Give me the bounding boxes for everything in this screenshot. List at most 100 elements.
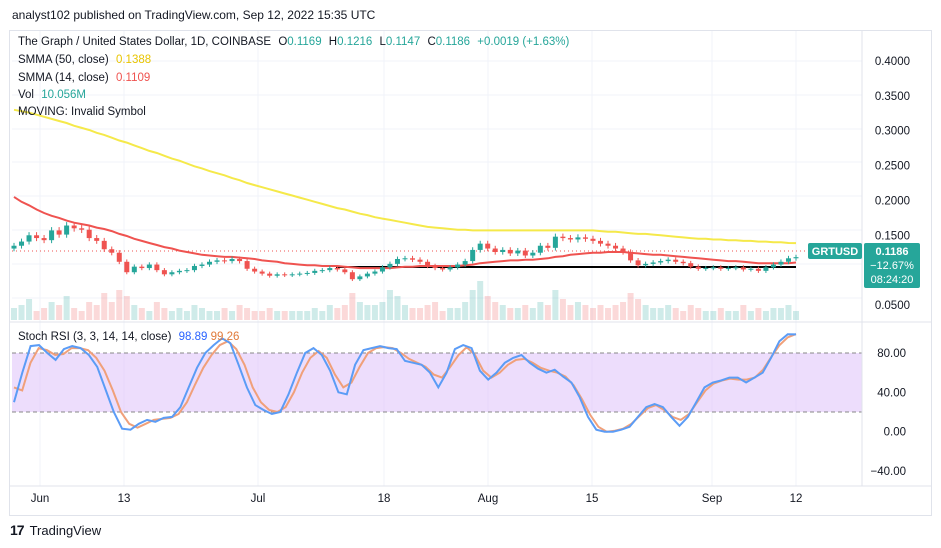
candle-body — [349, 272, 355, 280]
volume-bar — [672, 308, 679, 320]
tradingview-logo[interactable]: 17 TradingView — [10, 522, 101, 538]
volume-bars — [11, 281, 799, 320]
candle-body — [402, 258, 408, 260]
volume-bar — [319, 311, 326, 320]
volume-bar — [514, 308, 521, 320]
volume-bar — [244, 308, 251, 320]
volume-bar — [499, 305, 506, 320]
volume-bar — [86, 302, 93, 320]
publish-info: analyst102 published on TradingView.com,… — [12, 8, 376, 22]
candle-body — [244, 261, 250, 269]
stoch-k-line — [13, 333, 797, 433]
legend-high: 0.1216 — [337, 36, 373, 48]
candle-body — [342, 269, 348, 273]
candle-body — [552, 236, 558, 248]
volume-bar — [394, 296, 401, 320]
volume-bar — [755, 308, 762, 320]
volume-bar — [447, 308, 454, 320]
time-tick-label: 18 — [378, 493, 391, 505]
candle-body — [191, 265, 197, 271]
candle-body — [207, 261, 212, 265]
candle-body — [169, 272, 175, 275]
candle-body — [222, 260, 228, 262]
candle-body — [319, 270, 325, 272]
candle-body — [372, 271, 378, 274]
candle-body — [86, 229, 92, 239]
volume-bar — [642, 305, 649, 320]
legend-c-label: C — [427, 36, 436, 48]
candle-body — [387, 263, 393, 268]
volume-bar — [101, 293, 108, 320]
candle-body — [545, 245, 551, 248]
price-tick-label: 0.3500 — [875, 91, 910, 103]
candle-body — [440, 268, 446, 270]
volume-bar — [717, 308, 724, 320]
volume-bar — [589, 308, 596, 320]
price-tag-countdown: 08:24:20 — [871, 274, 914, 286]
volume-bar — [747, 311, 754, 320]
volume-bar — [153, 302, 160, 320]
price-tag[interactable]: GRTUSD 0.1186 −12.67% 08:24:20 — [808, 243, 920, 288]
candle-body — [199, 264, 205, 266]
candle-body — [522, 250, 528, 256]
volume-bar — [11, 308, 17, 320]
candle-body — [665, 259, 671, 262]
volume-bar — [793, 311, 799, 320]
volume-bar — [251, 311, 258, 320]
volume-bar — [469, 290, 476, 320]
legend-l-label: L — [379, 36, 386, 48]
candle-body — [297, 273, 303, 275]
candle-body — [19, 241, 25, 246]
candle-body — [733, 267, 739, 269]
candle-body — [755, 268, 761, 271]
volume-bar — [522, 305, 529, 320]
candle-body — [530, 252, 536, 256]
volume-bar — [454, 308, 461, 320]
legend-smma50-label: SMMA (50, close) — [18, 54, 109, 66]
volume-bar — [544, 305, 551, 320]
legend-open: 0.1169 — [287, 36, 322, 48]
candle-body — [628, 252, 634, 261]
grid-lines — [12, 31, 862, 486]
time-tick-label: Jun — [31, 493, 50, 505]
volume-bar — [552, 290, 559, 320]
volume-bar — [417, 308, 424, 320]
candle-body — [64, 225, 70, 235]
time-tick-label: 13 — [118, 493, 131, 505]
candle-body — [184, 270, 190, 272]
legend-vol-row: Vol 10.056M — [18, 89, 90, 101]
volume-bar — [777, 308, 784, 320]
stoch-tick-label: 80.00 — [877, 348, 906, 360]
legend-smma14-value: 0.1109 — [115, 72, 151, 84]
volume-bar — [364, 305, 371, 320]
candle-body — [575, 237, 581, 240]
price-tag-change: −12.67% — [870, 260, 914, 272]
volume-bar — [56, 305, 63, 320]
candle-body — [214, 260, 220, 262]
volume-bar — [71, 308, 78, 320]
candle-body — [394, 258, 400, 264]
legend-stoch-k: 98.89 — [178, 331, 208, 343]
volume-bar — [740, 305, 747, 320]
volume-bar — [161, 308, 168, 320]
candle-body — [485, 243, 491, 249]
volume-bar — [627, 293, 634, 320]
volume-bar — [574, 302, 581, 320]
legend-change: +0.0019 (+1.63%) — [477, 36, 570, 48]
volume-bar — [236, 305, 243, 320]
volume-bar — [206, 311, 213, 320]
candle-body — [500, 249, 506, 253]
legend-close: 0.1186 — [435, 36, 471, 48]
tradingview-logo-icon: 17 — [10, 522, 25, 538]
candle-body — [725, 268, 731, 270]
candle-body — [740, 267, 746, 270]
legend-smma14-row: SMMA (14, close) 0.1109 — [18, 72, 154, 84]
legend-moving: MOVING: Invalid Symbol — [18, 106, 146, 118]
volume-bar — [168, 311, 175, 320]
volume-bar — [274, 311, 281, 320]
candle-body — [507, 249, 513, 254]
candle-body — [455, 264, 461, 268]
volume-bar — [296, 311, 303, 320]
candle-body — [304, 272, 310, 274]
